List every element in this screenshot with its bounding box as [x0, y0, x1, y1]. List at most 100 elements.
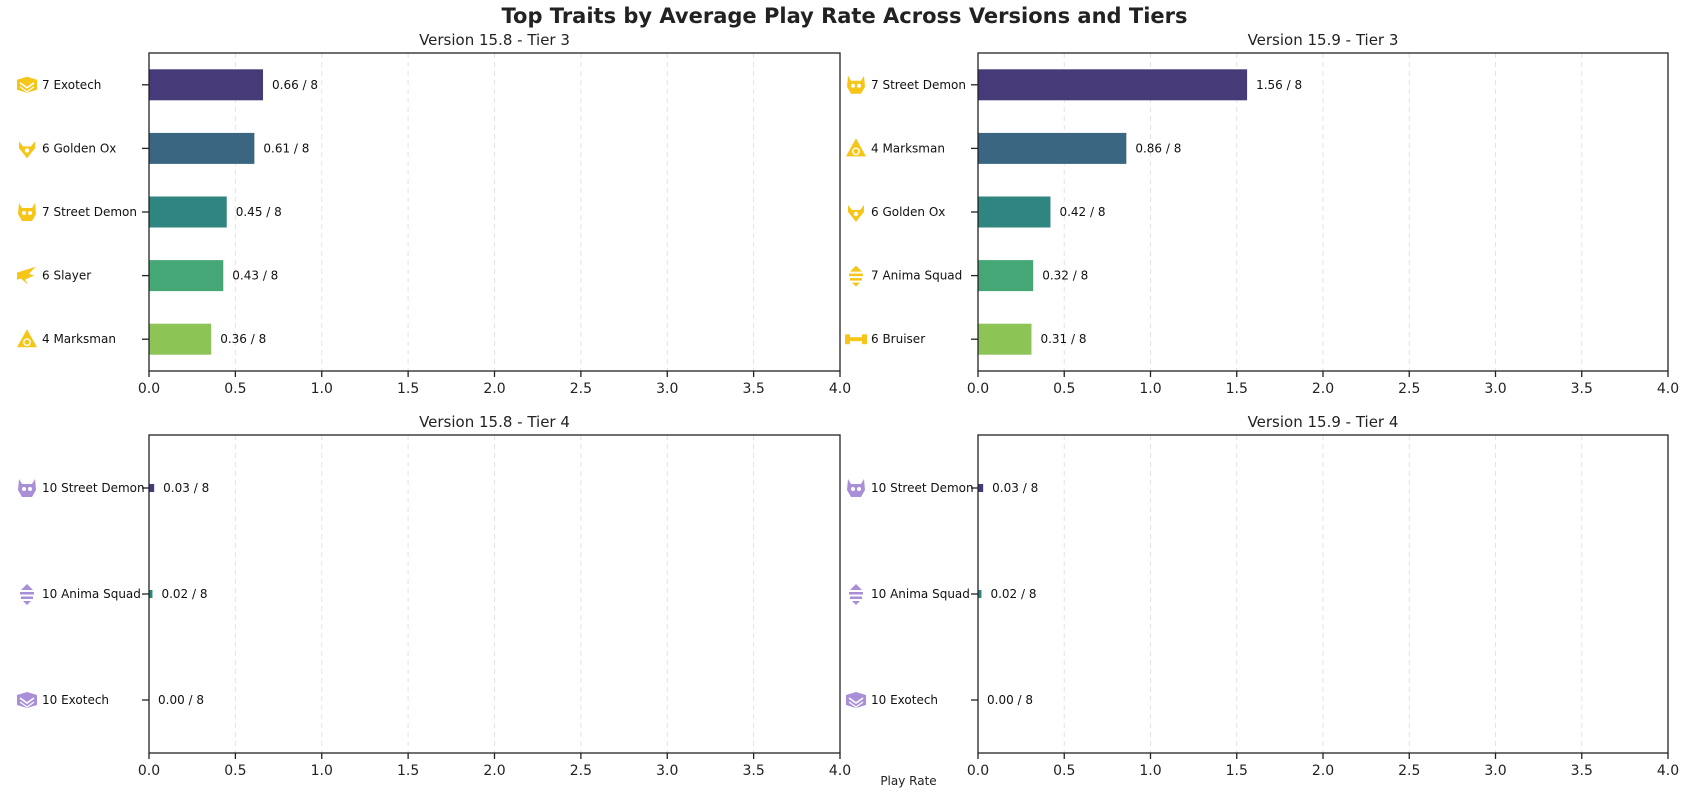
golden-ox-icon	[19, 141, 35, 159]
exotech-icon	[17, 692, 37, 708]
subplot-title: Version 15.9 - Tier 4	[1248, 413, 1399, 431]
exotech-icon	[846, 692, 866, 708]
bar-value-label: 0.32 / 8	[1042, 269, 1088, 283]
bar-value-label: 0.00 / 8	[987, 693, 1033, 707]
bar-value-label: 0.66 / 8	[272, 78, 318, 92]
category-label: 10 Street Demon	[42, 481, 145, 495]
category-label: 7 Street Demon	[42, 205, 137, 219]
exotech-icon	[17, 76, 37, 93]
bar-value-label: 0.43 / 8	[232, 269, 278, 283]
x-tick-label: 3.5	[742, 381, 764, 397]
category-label: 6 Slayer	[42, 269, 91, 283]
street-demon-icon	[18, 203, 36, 221]
bar	[149, 323, 212, 355]
x-tick-label: 2.5	[1398, 763, 1420, 779]
x-tick-label: 3.0	[656, 763, 678, 779]
x-tick-label: 1.0	[1139, 763, 1161, 779]
x-tick-label: 0.0	[138, 381, 160, 397]
bruiser-icon	[845, 334, 867, 345]
category-label: 10 Anima Squad	[871, 587, 970, 601]
subplot-4: 0.03 / 8 10 Street Demon 0.02 / 8 10 Anima …	[846, 413, 1679, 779]
street-demon-icon	[18, 479, 36, 497]
anima-squad-icon	[849, 265, 863, 287]
x-tick-label: 0.0	[967, 381, 989, 397]
x-tick-label: 2.0	[1312, 381, 1334, 397]
x-tick-label: 2.0	[1312, 763, 1334, 779]
bar-value-label: 0.31 / 8	[1040, 332, 1086, 346]
golden-ox-icon	[848, 205, 864, 222]
chart-main-title: Top Traits by Average Play Rate Across V…	[501, 4, 1188, 28]
bar	[149, 196, 227, 228]
x-tick-label: 1.5	[397, 763, 419, 779]
bar	[149, 484, 155, 492]
x-tick-label: 2.0	[483, 763, 505, 779]
bar-value-label: 0.86 / 8	[1135, 141, 1181, 155]
bar-value-label: 0.00 / 8	[158, 693, 204, 707]
street-demon-icon	[847, 479, 865, 497]
marksman-icon	[17, 329, 37, 348]
x-tick-label: 2.5	[1398, 381, 1420, 397]
category-label: 10 Anima Squad	[42, 587, 141, 601]
subplot-title: Version 15.8 - Tier 3	[419, 31, 570, 49]
x-tick-label: 1.0	[311, 381, 333, 397]
x-tick-label: 4.0	[829, 381, 851, 397]
category-label: 10 Street Demon	[871, 481, 974, 495]
x-tick-label: 2.5	[570, 763, 592, 779]
bar	[978, 132, 1127, 164]
x-tick-label: 2.5	[570, 381, 592, 397]
bar-value-label: 0.36 / 8	[220, 332, 266, 346]
category-label: 6 Bruiser	[871, 332, 925, 346]
subplot-2: 1.56 / 8 7 Street Demon 0.86 / 8 4 Marksman…	[845, 31, 1679, 397]
x-tick-label: 1.5	[397, 381, 419, 397]
x-tick-label: 0.0	[138, 763, 160, 779]
bar-value-label: 1.56 / 8	[1256, 78, 1302, 92]
x-tick-label: 0.0	[967, 763, 989, 779]
x-tick-label: 3.0	[1484, 381, 1506, 397]
bar	[149, 590, 153, 598]
category-label: 10 Exotech	[42, 693, 109, 707]
x-tick-label: 0.5	[224, 381, 246, 397]
x-tick-label: 1.5	[1226, 763, 1248, 779]
bar	[149, 69, 264, 101]
x-tick-label: 0.5	[1053, 763, 1075, 779]
x-tick-label: 4.0	[829, 763, 851, 779]
x-tick-label: 3.5	[1571, 381, 1593, 397]
slayer-icon	[17, 266, 36, 285]
bar	[978, 590, 982, 598]
x-tick-label: 3.0	[656, 381, 678, 397]
subplot-title: Version 15.8 - Tier 4	[419, 413, 570, 431]
category-label: 10 Exotech	[871, 693, 938, 707]
x-tick-label: 0.5	[224, 763, 246, 779]
category-label: 7 Anima Squad	[871, 269, 962, 283]
x-tick-label: 0.5	[1053, 381, 1075, 397]
bar	[978, 260, 1034, 292]
bar-value-label: 0.02 / 8	[161, 587, 207, 601]
x-tick-label: 2.0	[483, 381, 505, 397]
bar-value-label: 0.45 / 8	[236, 205, 282, 219]
x-tick-label: 4.0	[1657, 763, 1679, 779]
x-tick-label: 1.5	[1226, 381, 1248, 397]
bar	[149, 260, 224, 292]
x-tick-label: 3.0	[1484, 763, 1506, 779]
x-tick-label: 3.5	[1571, 763, 1593, 779]
anima-squad-icon	[20, 584, 34, 605]
marksman-icon	[846, 138, 866, 157]
x-axis-common-label: Play Rate	[880, 774, 937, 788]
x-tick-label: 3.5	[742, 763, 764, 779]
x-tick-label: 1.0	[311, 763, 333, 779]
category-label: 7 Exotech	[42, 78, 101, 92]
anima-squad-icon	[849, 584, 863, 605]
bar	[978, 323, 1032, 355]
bar-value-label: 0.03 / 8	[163, 481, 209, 495]
x-tick-label: 1.0	[1139, 381, 1161, 397]
subplot-title: Version 15.9 - Tier 3	[1248, 31, 1399, 49]
category-label: 4 Marksman	[42, 332, 116, 346]
bar	[978, 69, 1248, 101]
bar-value-label: 0.61 / 8	[263, 141, 309, 155]
bar-value-label: 0.42 / 8	[1059, 205, 1105, 219]
street-demon-icon	[847, 75, 865, 94]
subplot-3: 0.03 / 8 10 Street Demon 0.02 / 8 10 Anima …	[17, 413, 851, 779]
category-label: 6 Golden Ox	[42, 141, 116, 155]
bar-value-label: 0.02 / 8	[990, 587, 1036, 601]
